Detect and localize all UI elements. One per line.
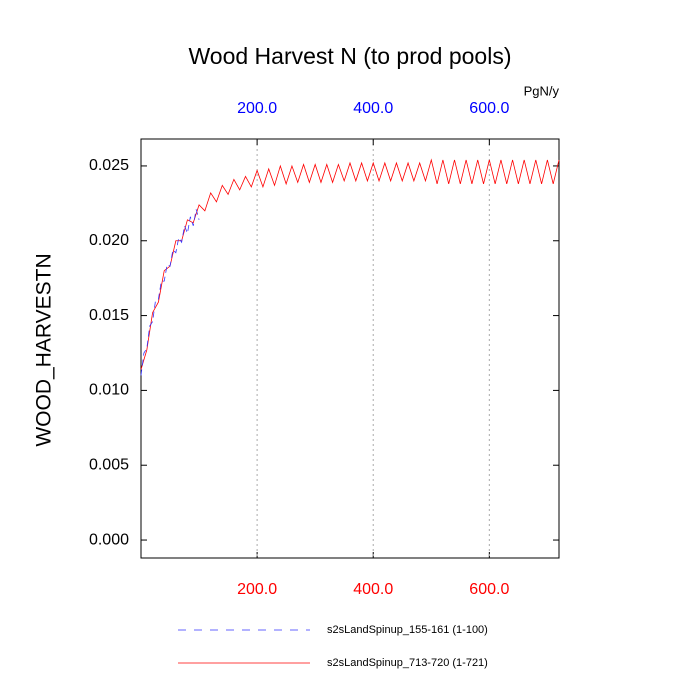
series-line: [140, 158, 560, 370]
legend-label: s2sLandSpinup_713-720 (1-721): [327, 657, 488, 669]
y-tick-label: 0.000: [89, 531, 129, 548]
x2-axis-unit: PgN/y: [524, 83, 560, 98]
legend-label: s2sLandSpinup_155-161 (1-100): [327, 624, 488, 636]
x-tick-label: 600.0: [469, 581, 509, 598]
y-tick-label: 0.020: [89, 232, 129, 249]
y-tick-label: 0.015: [89, 307, 129, 324]
x2-tick-label: 400.0: [353, 100, 393, 117]
plot-frame: [140, 138, 560, 559]
y-tick-label: 0.010: [89, 382, 129, 399]
chart-title: Wood Harvest N (to prod pools): [189, 43, 512, 69]
x-tick-label: 200.0: [237, 581, 277, 598]
series-line: [140, 209, 200, 376]
x-tick-label: 400.0: [353, 581, 393, 598]
x2-tick-label: 200.0: [237, 100, 277, 117]
y-tick-label: 0.005: [89, 456, 129, 473]
y-tick-label: 0.025: [89, 157, 129, 174]
y-axis-label: WOOD_HARVESTN: [33, 253, 56, 446]
x2-tick-label: 600.0: [469, 100, 509, 117]
